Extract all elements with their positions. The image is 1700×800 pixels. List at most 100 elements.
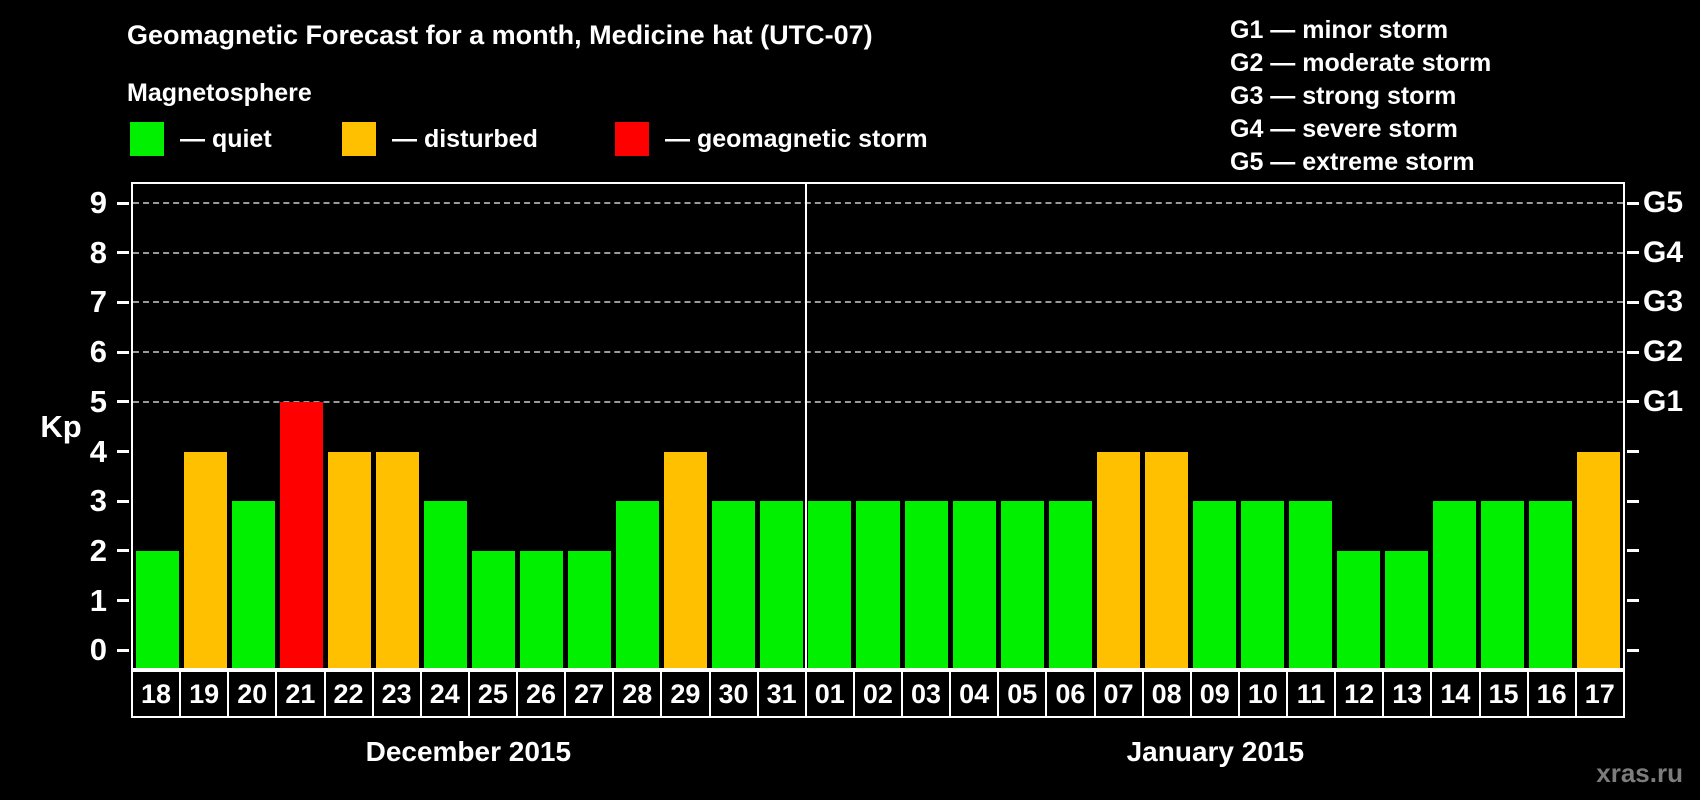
right-axis-tick — [1627, 400, 1639, 404]
date-label: 30 — [708, 670, 759, 718]
y-axis-tick — [117, 251, 129, 255]
kp-bar — [568, 550, 612, 668]
quiet-color-swatch — [130, 122, 164, 156]
date-label: 22 — [323, 670, 374, 718]
right-axis-tick — [1627, 201, 1639, 205]
y-axis-tick — [117, 549, 129, 553]
y-axis-tick — [117, 499, 129, 503]
date-label: 18 — [131, 670, 182, 718]
y-tick-label: 8 — [89, 234, 107, 270]
gridline-kp-8 — [133, 251, 1623, 254]
y-axis-tick — [117, 450, 129, 453]
date-label: 10 — [1237, 670, 1288, 718]
date-axis: 18 19 20 21 22 23 24 25 26 27 28 29 30 31 01 02 03 04 05 06… — [131, 670, 1625, 718]
kp-bar — [856, 501, 900, 668]
kp-bar — [135, 550, 179, 668]
kp-bar — [1048, 501, 1092, 668]
y-axis-tick — [117, 350, 129, 354]
right-axis-tick — [1627, 499, 1639, 503]
date-label: 13 — [1382, 670, 1433, 718]
right-axis-tick — [1627, 549, 1639, 553]
kp-bar — [712, 501, 756, 668]
date-label: 19 — [179, 670, 230, 718]
kp-bar — [1289, 501, 1333, 668]
date-label: 23 — [371, 670, 422, 718]
date-label: 11 — [1286, 670, 1337, 718]
gridline-kp-7 — [133, 301, 1623, 304]
kp-bar — [1337, 550, 1381, 668]
kp-bar — [231, 501, 275, 668]
date-label: 28 — [612, 670, 663, 718]
kp-bar — [616, 501, 660, 668]
y-tick-label: 6 — [89, 334, 107, 370]
y-tick-label: 2 — [89, 532, 107, 568]
kp-bar — [1529, 501, 1573, 668]
plot-inner: Kp 0 1 2 3 4 5 6 7 8 9 G1 G2 G3 G4 G5 — [40, 184, 1683, 668]
kp-bar — [423, 501, 467, 668]
kp-bar — [1144, 451, 1188, 668]
month-separator — [804, 184, 807, 668]
gridline-kp-9 — [133, 202, 1623, 204]
right-axis-tick — [1627, 450, 1639, 453]
legend-item-quiet: — quiet — [130, 121, 272, 157]
legend-item-storm: — geomagnetic storm — [615, 121, 928, 157]
kp-axis-label: Kp — [40, 409, 82, 444]
date-label: 16 — [1526, 670, 1577, 718]
right-axis-tick — [1627, 251, 1639, 255]
g-level-label-g1: G1 — [1643, 384, 1684, 418]
magnetosphere-label: Magnetosphere — [127, 79, 312, 107]
month-labels: December 2015 January 2015 — [131, 722, 1625, 778]
watermark: xras.ru — [1596, 758, 1683, 788]
date-label: 08 — [1141, 670, 1192, 718]
y-tick-label: 3 — [89, 483, 107, 519]
kp-bar — [760, 501, 804, 668]
date-label: 09 — [1189, 670, 1240, 718]
y-axis-tick — [117, 400, 129, 404]
date-label: 31 — [756, 670, 807, 718]
y-axis-tick — [117, 599, 129, 603]
right-axis-tick — [1627, 648, 1639, 652]
legend-label-quiet: — quiet — [180, 124, 272, 153]
y-tick-label: 7 — [89, 284, 107, 320]
right-axis-tick — [1627, 300, 1639, 304]
kp-bar — [1577, 451, 1621, 668]
kp-bar — [279, 401, 323, 668]
legend-label-disturbed: — disturbed — [392, 124, 538, 153]
g-level-label-g5: G5 — [1643, 186, 1684, 219]
date-label: 27 — [564, 670, 615, 718]
kp-bar — [808, 501, 852, 668]
disturbed-color-swatch — [342, 122, 376, 156]
date-label: 26 — [516, 670, 567, 718]
g-scale-item-g4: G4 — severe storm — [1230, 115, 1458, 143]
date-label: 03 — [901, 670, 952, 718]
kp-bar — [1096, 451, 1140, 668]
y-axis-tick — [117, 201, 129, 205]
kp-bar — [664, 451, 708, 668]
kp-bar — [904, 501, 948, 668]
date-label: 06 — [1045, 670, 1096, 718]
y-tick-label: 4 — [89, 433, 107, 469]
y-tick-label: 5 — [89, 383, 107, 419]
kp-bar — [1481, 501, 1525, 668]
kp-bar — [1000, 501, 1044, 668]
kp-bar — [471, 550, 515, 668]
kp-bar — [1385, 550, 1429, 668]
month-label-december: December 2015 — [365, 736, 572, 767]
month-label-january: January 2015 — [1126, 736, 1305, 767]
kp-bar — [952, 501, 996, 668]
y-axis-tick — [117, 300, 129, 304]
kp-bar — [375, 451, 419, 668]
storm-color-swatch — [615, 122, 649, 156]
g-scale-item-g5: G5 — extreme storm — [1230, 148, 1475, 176]
date-label: 05 — [997, 670, 1048, 718]
date-label: 17 — [1574, 670, 1625, 718]
g-level-label-g2: G2 — [1643, 335, 1684, 369]
kp-bar — [183, 451, 227, 668]
legend-label-storm: — geomagnetic storm — [665, 124, 928, 153]
y-tick-label: 0 — [89, 632, 107, 668]
g-scale-item-g3: G3 — strong storm — [1230, 82, 1457, 110]
date-label: 24 — [419, 670, 470, 718]
kp-bar — [327, 451, 371, 668]
gridline-kp-6 — [133, 351, 1623, 354]
date-label: 15 — [1478, 670, 1529, 718]
